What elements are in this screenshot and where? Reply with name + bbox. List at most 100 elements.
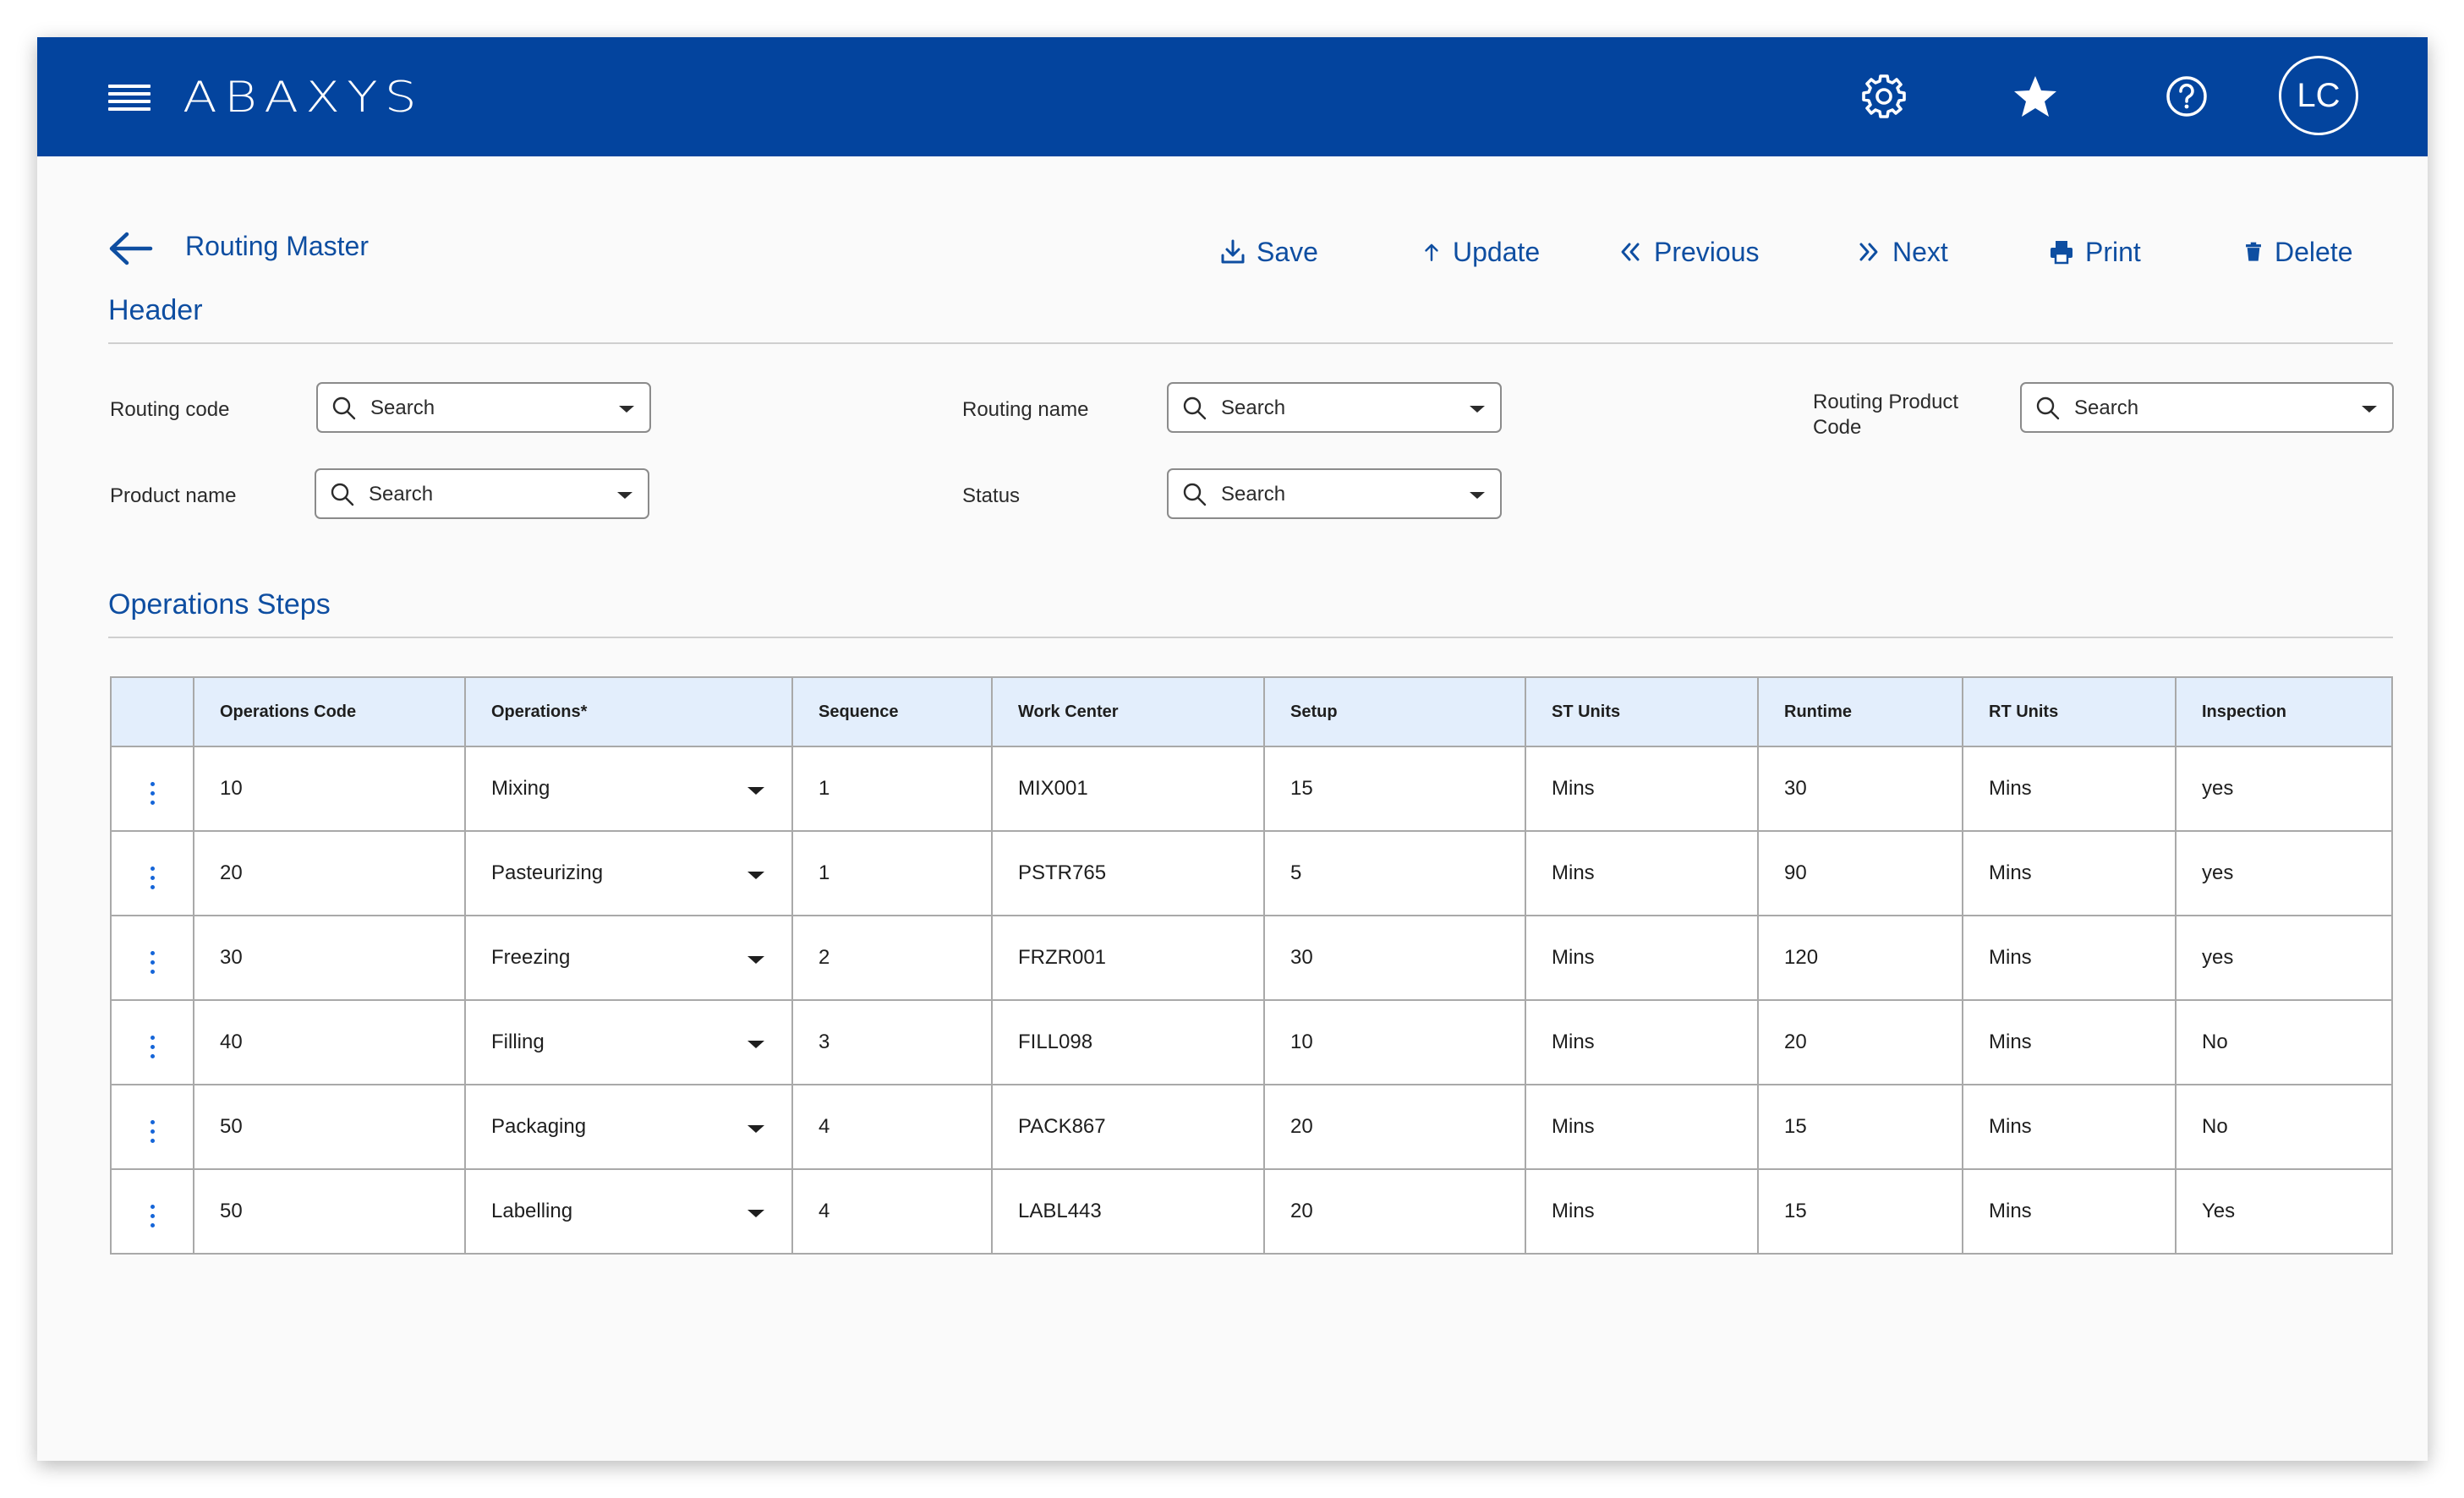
setup-cell[interactable]: 20 [1263, 1084, 1526, 1170]
setup-cell[interactable]: 30 [1263, 915, 1526, 1001]
work-center-cell[interactable]: PACK867 [991, 1084, 1265, 1170]
operation-select[interactable]: Pasteurizing [491, 832, 791, 915]
column-header: RT Units [1962, 676, 2177, 747]
inspection-cell[interactable]: No [2175, 999, 2393, 1085]
rt-units-cell[interactable]: Mins [1962, 1168, 2177, 1255]
operations-code-cell[interactable]: 50 [193, 1084, 466, 1170]
runtime-cell[interactable]: 90 [1757, 830, 1963, 916]
st-units-cell[interactable]: Mins [1525, 999, 1759, 1085]
sequence-cell[interactable]: 3 [791, 999, 993, 1085]
page-title: Routing Master [185, 231, 369, 261]
product-name-placeholder: Search [369, 483, 434, 506]
routing-product-code-placeholder: Search [2074, 396, 2139, 419]
table-row: 10 Mixing 1 MIX001 15 Mins 30 Mins yes [110, 746, 2393, 832]
operation-select[interactable]: Freezing [491, 916, 791, 999]
next-button[interactable]: Next [1855, 233, 1948, 271]
rt-units-cell[interactable]: Mins [1962, 999, 2177, 1085]
arrow-left-icon[interactable] [107, 230, 154, 267]
work-center-cell[interactable]: MIX001 [991, 746, 1265, 832]
delete-button[interactable]: Delete [2242, 233, 2353, 271]
operation-select[interactable]: Mixing [491, 747, 791, 830]
operation-select[interactable]: Labelling [491, 1170, 791, 1253]
inspection-cell[interactable]: yes [2175, 830, 2393, 916]
setup-cell[interactable]: 15 [1263, 746, 1526, 832]
operation-select[interactable]: Packaging [491, 1085, 791, 1168]
operations-code-cell[interactable]: 40 [193, 999, 466, 1085]
print-button[interactable]: Print [2048, 233, 2141, 271]
st-units-cell[interactable]: Mins [1525, 1168, 1759, 1255]
routing-name-select[interactable]: Search [1167, 382, 1502, 433]
sequence-cell[interactable]: 1 [791, 830, 993, 916]
row-menu-cell [110, 746, 194, 832]
product-name-select[interactable]: Search [315, 468, 649, 519]
download-icon [1221, 239, 1245, 264]
operations-code-cell[interactable]: 20 [193, 830, 466, 916]
kebab-icon[interactable] [142, 861, 163, 894]
inspection-cell[interactable]: No [2175, 1084, 2393, 1170]
operation-select[interactable]: Filling [491, 1001, 791, 1084]
save-button[interactable]: Save [1219, 233, 1318, 271]
rt-units-cell[interactable]: Mins [1962, 746, 2177, 832]
inspection-cell[interactable]: yes [2175, 746, 2393, 832]
operation-cell[interactable]: Labelling [464, 1168, 793, 1255]
rt-units-cell[interactable]: Mins [1962, 915, 2177, 1001]
st-units-cell[interactable]: Mins [1525, 915, 1759, 1001]
rt-units-cell[interactable]: Mins [1962, 830, 2177, 916]
update-button[interactable]: Update [1421, 233, 1540, 271]
routing-product-code-select[interactable]: Search [2020, 382, 2394, 433]
setup-cell[interactable]: 20 [1263, 1168, 1526, 1255]
kebab-icon[interactable] [142, 777, 163, 810]
setup-cell[interactable]: 5 [1263, 830, 1526, 916]
work-center-cell[interactable]: FILL098 [991, 999, 1265, 1085]
caret-down-icon [617, 492, 632, 499]
next-label: Next [1892, 236, 1948, 267]
avatar[interactable]: LC [2279, 56, 2358, 135]
operations-code-cell[interactable]: 30 [193, 915, 466, 1001]
svg-text:ABAXYS: ABAXYS [183, 73, 424, 122]
work-center-cell[interactable]: LABL443 [991, 1168, 1265, 1255]
kebab-icon[interactable] [142, 1031, 163, 1063]
work-center-cell[interactable]: PSTR765 [991, 830, 1265, 916]
operation-cell[interactable]: Pasteurizing [464, 830, 793, 916]
work-center-cell[interactable]: FRZR001 [991, 915, 1265, 1001]
caret-down-icon [619, 406, 634, 413]
hamburger-icon[interactable] [108, 85, 151, 112]
runtime-cell[interactable]: 20 [1757, 999, 1963, 1085]
double-chevron-left-icon [1621, 243, 1640, 261]
routing-name-placeholder: Search [1221, 396, 1286, 419]
routing-code-select[interactable]: Search [316, 382, 651, 433]
status-select[interactable]: Search [1167, 468, 1502, 519]
st-units-cell[interactable]: Mins [1525, 1084, 1759, 1170]
setup-cell[interactable]: 10 [1263, 999, 1526, 1085]
inspection-cell[interactable]: yes [2175, 915, 2393, 1001]
operation-cell[interactable]: Filling [464, 999, 793, 1085]
runtime-cell[interactable]: 15 [1757, 1168, 1963, 1255]
operations-code-cell[interactable]: 10 [193, 746, 466, 832]
previous-button[interactable]: Previous [1617, 233, 1760, 271]
operation-cell[interactable]: Packaging [464, 1084, 793, 1170]
kebab-icon[interactable] [142, 1115, 163, 1148]
operation-cell[interactable]: Freezing [464, 915, 793, 1001]
star-icon[interactable] [2010, 71, 2061, 122]
st-units-cell[interactable]: Mins [1525, 746, 1759, 832]
operations-code-cell[interactable]: 50 [193, 1168, 466, 1255]
sequence-cell[interactable]: 1 [791, 746, 993, 832]
update-label: Update [1453, 236, 1541, 267]
kebab-icon[interactable] [142, 946, 163, 979]
sequence-cell[interactable]: 4 [791, 1168, 993, 1255]
gear-icon[interactable] [1859, 71, 1909, 122]
runtime-cell[interactable]: 15 [1757, 1084, 1963, 1170]
runtime-cell[interactable]: 30 [1757, 746, 1963, 832]
inspection-cell[interactable]: Yes [2175, 1168, 2393, 1255]
column-header: Operations Code [193, 676, 466, 747]
st-units-cell[interactable]: Mins [1525, 830, 1759, 916]
caret-down-icon [747, 1041, 764, 1048]
kebab-icon[interactable] [142, 1200, 163, 1233]
sequence-cell[interactable]: 4 [791, 1084, 993, 1170]
rt-units-cell[interactable]: Mins [1962, 1084, 2177, 1170]
double-chevron-right-icon [1859, 243, 1878, 261]
operation-cell[interactable]: Mixing [464, 746, 793, 832]
sequence-cell[interactable]: 2 [791, 915, 993, 1001]
help-icon[interactable] [2161, 71, 2212, 122]
runtime-cell[interactable]: 120 [1757, 915, 1963, 1001]
